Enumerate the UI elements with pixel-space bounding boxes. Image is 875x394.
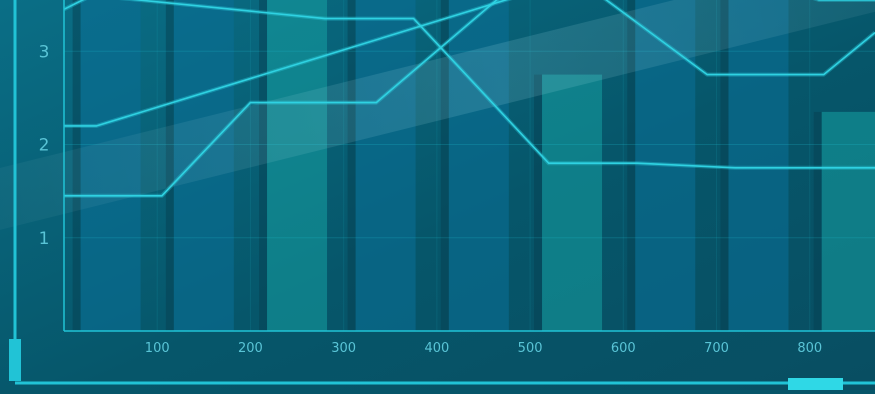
bar-shadow bbox=[347, 0, 356, 331]
bar-shadow bbox=[813, 111, 822, 331]
y-tick-label: 2 bbox=[39, 136, 50, 156]
frame-bottom-block bbox=[788, 378, 843, 390]
x-tick-label: 300 bbox=[331, 341, 356, 356]
light-glare bbox=[0, 0, 875, 274]
axes-layer bbox=[9, 0, 875, 390]
frame-left-block bbox=[9, 339, 21, 381]
background-bar bbox=[821, 111, 875, 331]
bar-shadow bbox=[440, 0, 449, 331]
bar-shadow bbox=[259, 0, 268, 331]
background-bar bbox=[542, 74, 603, 331]
x-tick-label: 800 bbox=[797, 341, 822, 356]
series-line-2 bbox=[63, 0, 875, 169]
x-tick-label: 500 bbox=[518, 341, 543, 356]
y-tick-label: 3 bbox=[39, 42, 50, 62]
ticks-layer: 100 200 300 400 500 600 700 800 1 2 3 bbox=[39, 42, 823, 356]
x-tick-label: 400 bbox=[424, 341, 449, 356]
background-bar bbox=[355, 0, 416, 331]
bar-shadow bbox=[720, 0, 729, 331]
x-tick-label: 600 bbox=[611, 341, 636, 356]
x-tick-label: 700 bbox=[704, 341, 729, 356]
series-line-3 bbox=[64, 0, 875, 127]
bar-shadow bbox=[534, 74, 543, 331]
series-line-1 bbox=[64, 0, 875, 197]
background-bar bbox=[267, 0, 328, 331]
x-tick-label: 200 bbox=[238, 341, 263, 356]
bar-shadow bbox=[627, 0, 636, 331]
y-tick-label: 1 bbox=[39, 229, 50, 249]
lines-layer bbox=[63, 0, 875, 198]
background-bar bbox=[728, 0, 789, 331]
x-tick-label: 100 bbox=[145, 341, 170, 356]
